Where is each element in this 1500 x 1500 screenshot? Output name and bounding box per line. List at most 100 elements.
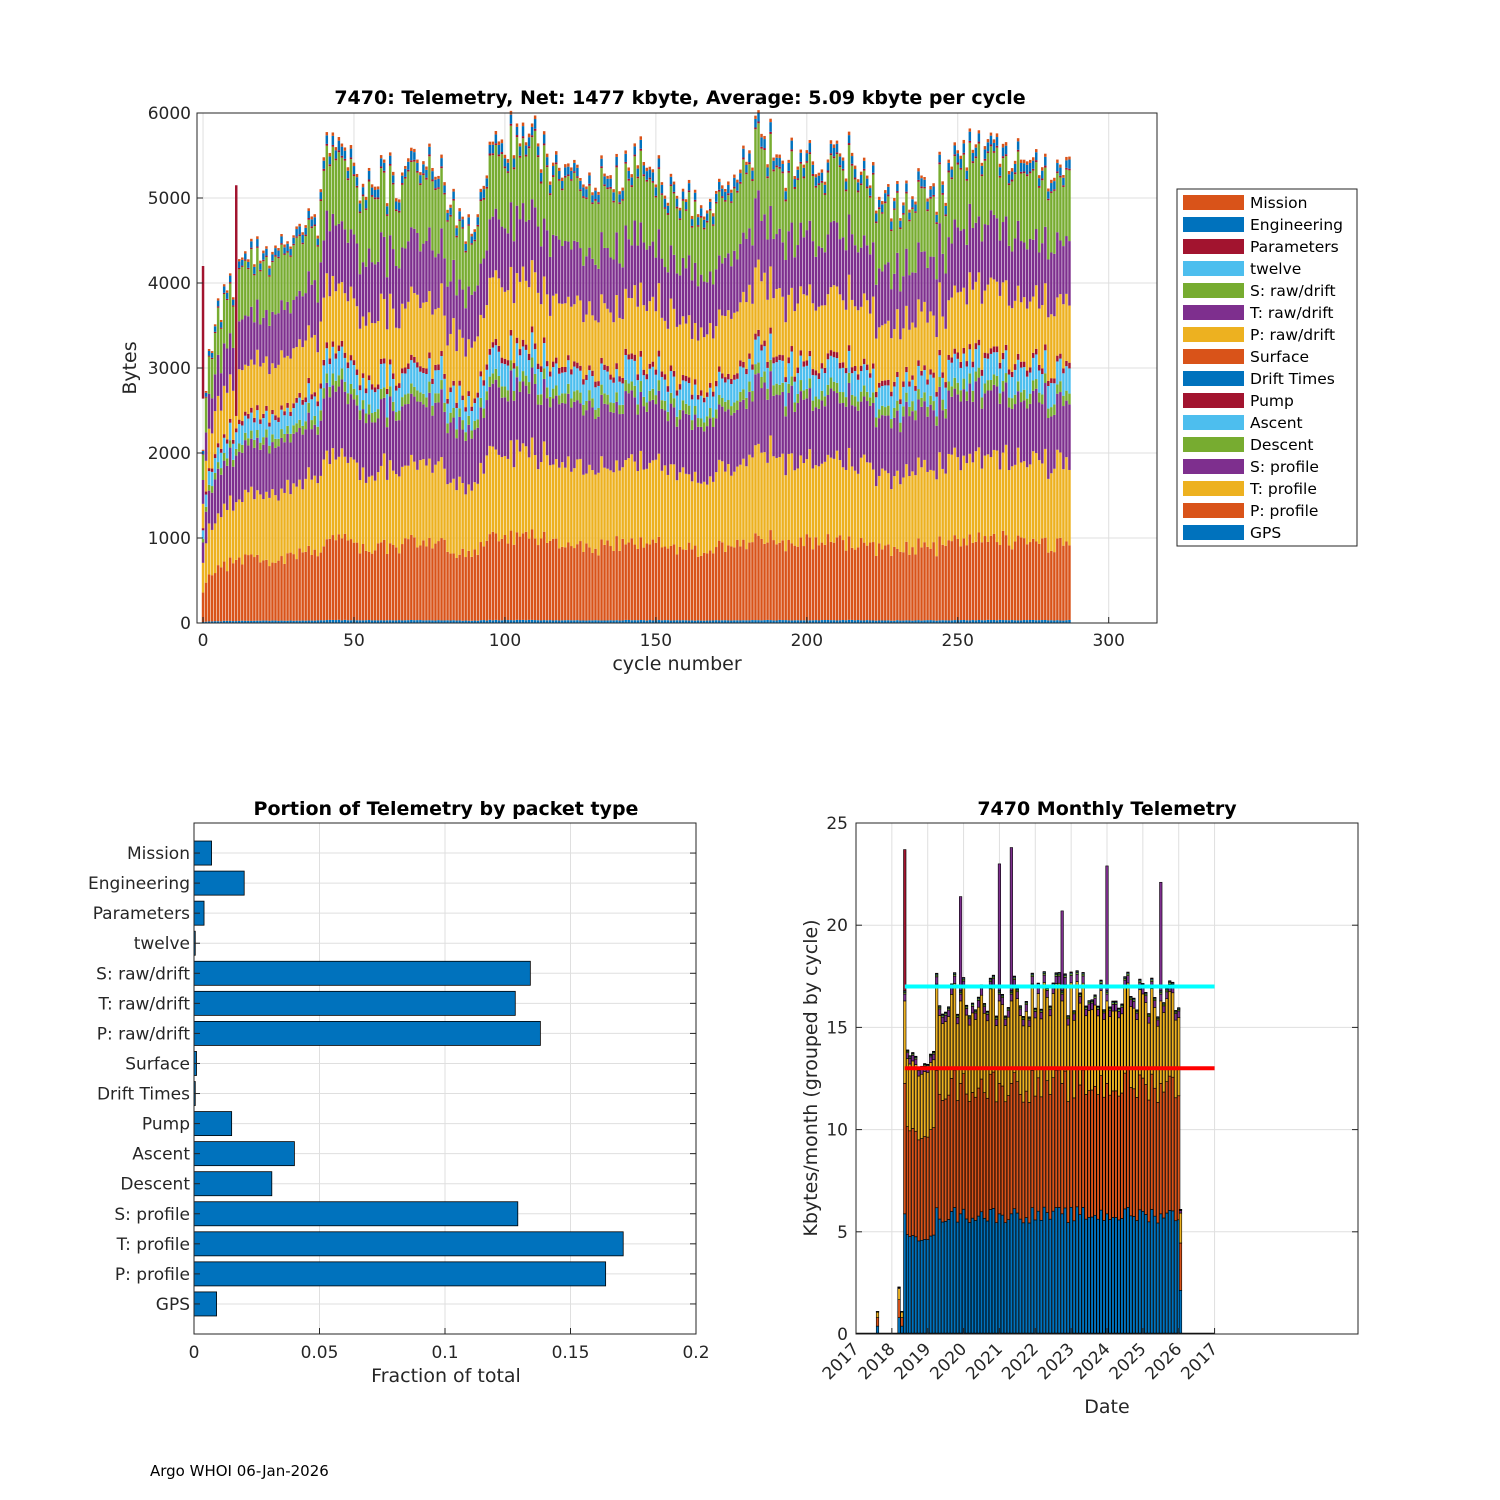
- top-bar-segment: [1022, 620, 1026, 623]
- top-bar-segment: [1007, 545, 1011, 621]
- top-bar-segment: [585, 256, 588, 315]
- top-bar-segment: [799, 620, 803, 623]
- top-bar-segment: [1047, 317, 1050, 381]
- top-bar-segment: [564, 467, 567, 548]
- top-bar-segment: [917, 181, 920, 243]
- top-bar-segment: [660, 620, 664, 623]
- br-bar-segment: [1102, 1012, 1106, 1020]
- top-bar-segment: [555, 538, 558, 621]
- top-bar-segment: [379, 465, 383, 543]
- top-bar-segment: [479, 199, 483, 202]
- top-bar-segment: [953, 535, 956, 621]
- top-bar-segment: [382, 387, 386, 398]
- top-bar-segment: [814, 370, 818, 376]
- top-bar-segment: [1019, 302, 1023, 362]
- top-bar-segment: [754, 533, 757, 621]
- top-bar-segment: [1007, 470, 1011, 546]
- top-bar-segment: [222, 452, 226, 461]
- top-bar-segment: [235, 455, 238, 503]
- top-bar-segment: [461, 337, 464, 396]
- top-bar-segment: [699, 426, 703, 484]
- top-bar-segment: [633, 385, 636, 398]
- top-bar-segment: [280, 429, 283, 438]
- br-bar-segment: [1018, 1093, 1022, 1220]
- top-bar-segment: [669, 545, 673, 621]
- top-bar-segment: [467, 415, 470, 425]
- top-bar-segment: [896, 252, 899, 310]
- top-bar-segment: [775, 289, 778, 357]
- top-bar-segment: [268, 497, 271, 567]
- top-bar-segment: [567, 296, 570, 356]
- top-bar-segment: [947, 172, 950, 238]
- top-bar-segment: [875, 391, 878, 398]
- top-bar-segment: [636, 178, 639, 246]
- top-bar-segment: [621, 200, 624, 268]
- top-bar-segment: [681, 191, 685, 200]
- top-bar-segment: [1022, 159, 1026, 164]
- top-bar-segment: [868, 188, 872, 196]
- top-bar-segment: [210, 398, 214, 434]
- top-bar-segment: [814, 185, 818, 188]
- top-bar-segment: [793, 179, 796, 187]
- top-bar-segment: [600, 357, 603, 364]
- br-bar-segment: [1096, 1218, 1100, 1335]
- top-bar-segment: [715, 201, 718, 204]
- top-bar-segment: [213, 333, 217, 375]
- top-bar-segment: [841, 300, 845, 363]
- top-bar-segment: [702, 216, 706, 220]
- top-bar-segment: [379, 166, 383, 169]
- top-bar-segment: [518, 381, 522, 392]
- top-bar-segment: [850, 152, 854, 157]
- top-bar-segment: [727, 373, 730, 380]
- br-bar-segment: [973, 1096, 978, 1221]
- top-bar-segment: [216, 565, 220, 622]
- top-bar-segment: [718, 540, 721, 621]
- top-bar-segment: [265, 491, 268, 560]
- top-bar-segment: [446, 423, 449, 434]
- top-bar-segment: [473, 231, 476, 240]
- top-bar-segment: [533, 620, 537, 623]
- top-bar-segment: [796, 245, 799, 304]
- top-bar-segment: [373, 411, 377, 423]
- top-bar-segment: [675, 273, 679, 327]
- top-bar-segment: [742, 148, 745, 158]
- top-bar-segment: [672, 191, 676, 194]
- top-bar-segment: [630, 620, 633, 623]
- top-bar-segment: [1007, 174, 1011, 184]
- top-bar-segment: [253, 422, 256, 440]
- top-bar-segment: [932, 183, 935, 187]
- top-bar-segment: [307, 271, 310, 326]
- top-bar-segment: [551, 361, 555, 368]
- top-bar-segment: [615, 369, 618, 393]
- top-bar-segment: [917, 171, 920, 180]
- top-bar-segment: [582, 551, 585, 621]
- top-bar-segment: [431, 171, 434, 180]
- top-bar-segment: [989, 390, 993, 458]
- top-bar-segment: [367, 248, 371, 313]
- top-bar-segment: [1050, 383, 1053, 408]
- top-bar-segment: [1062, 186, 1065, 247]
- br-bar-segment: [1114, 1217, 1118, 1335]
- top-bar-segment: [304, 402, 307, 422]
- top-bar-segment: [905, 305, 908, 367]
- top-bar-segment: [334, 160, 338, 226]
- top-bar-segment: [859, 371, 863, 392]
- br-bar-segment: [1120, 1013, 1124, 1094]
- top-bar-segment: [216, 621, 220, 623]
- top-bar-segment: [464, 407, 467, 412]
- top-bar-segment: [238, 267, 241, 270]
- top-bar-segment: [446, 220, 449, 222]
- top-bar-segment: [757, 329, 760, 337]
- top-bar-segment: [422, 620, 425, 623]
- top-bar-segment: [754, 118, 757, 128]
- top-bar-segment: [561, 620, 564, 623]
- top-bar-segment: [775, 154, 778, 158]
- top-bar-segment: [630, 177, 633, 186]
- top-bar-segment: [914, 390, 917, 411]
- top-bar-segment: [727, 310, 730, 374]
- top-bar-segment: [618, 203, 621, 264]
- top-bar-segment: [250, 407, 253, 413]
- top-bar-segment: [751, 401, 754, 458]
- top-bar-segment: [711, 338, 715, 392]
- bl-category-label: Surface: [125, 1054, 190, 1074]
